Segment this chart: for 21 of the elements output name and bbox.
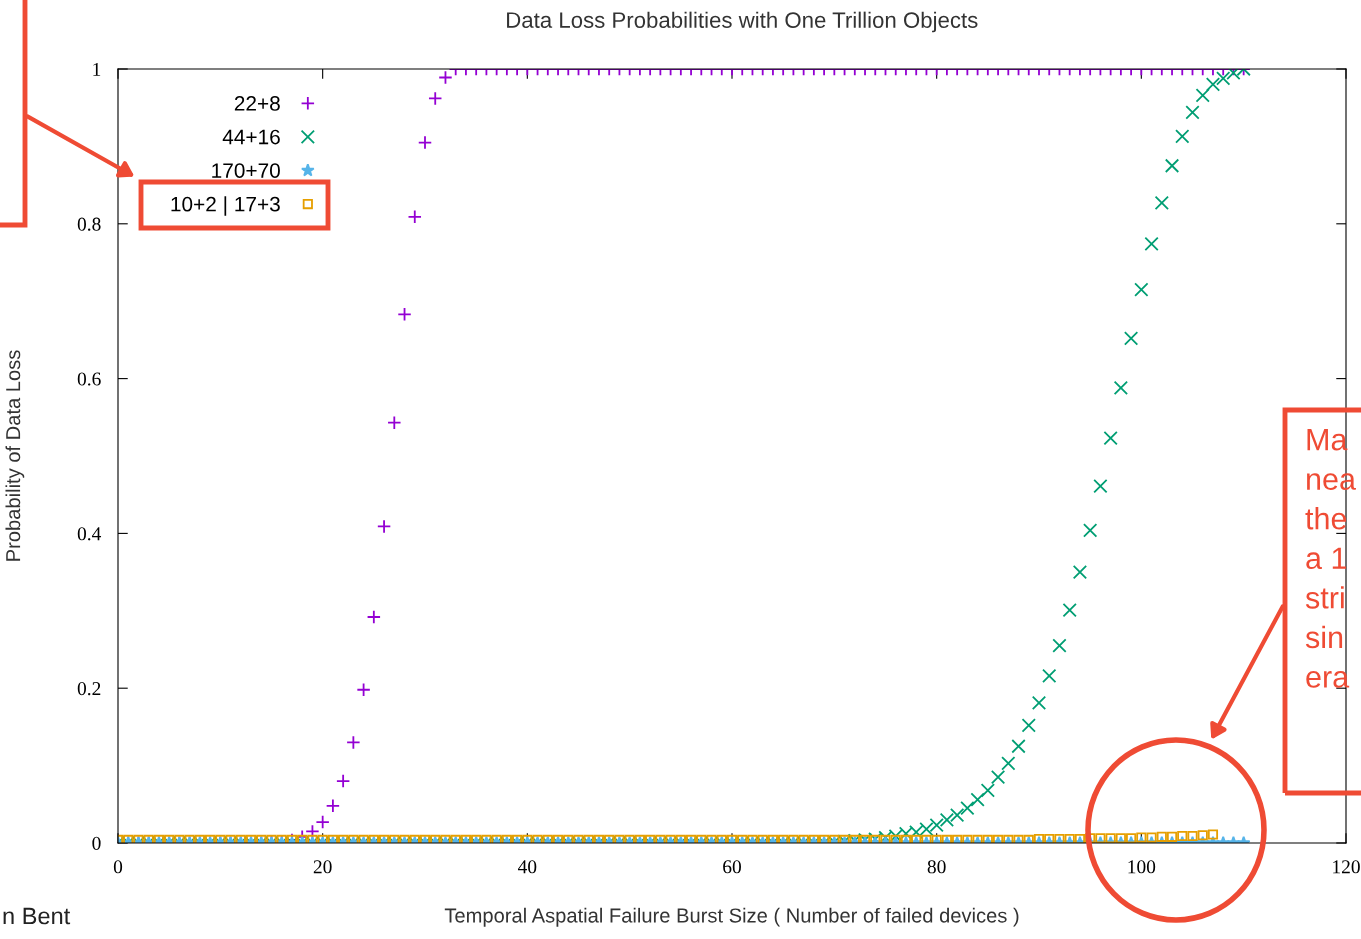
y-tick-label: 1 bbox=[93, 62, 101, 76]
chart-title: Data Loss Probabilities with One Trillion Objects bbox=[507, 11, 978, 33]
x-tick-label: 120 bbox=[1333, 860, 1360, 874]
y-tick-label: 0.2 bbox=[77, 682, 101, 696]
y-tick-label: 0.6 bbox=[77, 372, 101, 386]
x-tick-label: 20 bbox=[313, 860, 332, 874]
x-axis-title: Temporal Aspatial Failure Burst Size ( Number of failed devices ) bbox=[444, 907, 1019, 927]
x-tick-label: 0 bbox=[113, 860, 123, 874]
legend-label: 10+2 | 17+3 bbox=[171, 196, 280, 216]
x-tick-label: 80 bbox=[927, 860, 946, 874]
text: n Bent bbox=[3, 907, 71, 925]
legend-label: 170+70 bbox=[212, 163, 280, 178]
y-tick-label: 0 bbox=[92, 836, 101, 850]
legend-label: 22+8 bbox=[234, 96, 280, 111]
legend-label: 44+16 bbox=[222, 129, 280, 145]
x-tick-label: 100 bbox=[1128, 860, 1156, 874]
y-tick-label: 0.4 bbox=[77, 527, 102, 541]
x-tick-label: 40 bbox=[517, 860, 537, 874]
y-tick-label: 0.8 bbox=[77, 217, 101, 231]
y-axis-title: Probability of Data Loss bbox=[5, 350, 25, 561]
x-tick-label: 60 bbox=[723, 860, 741, 874]
